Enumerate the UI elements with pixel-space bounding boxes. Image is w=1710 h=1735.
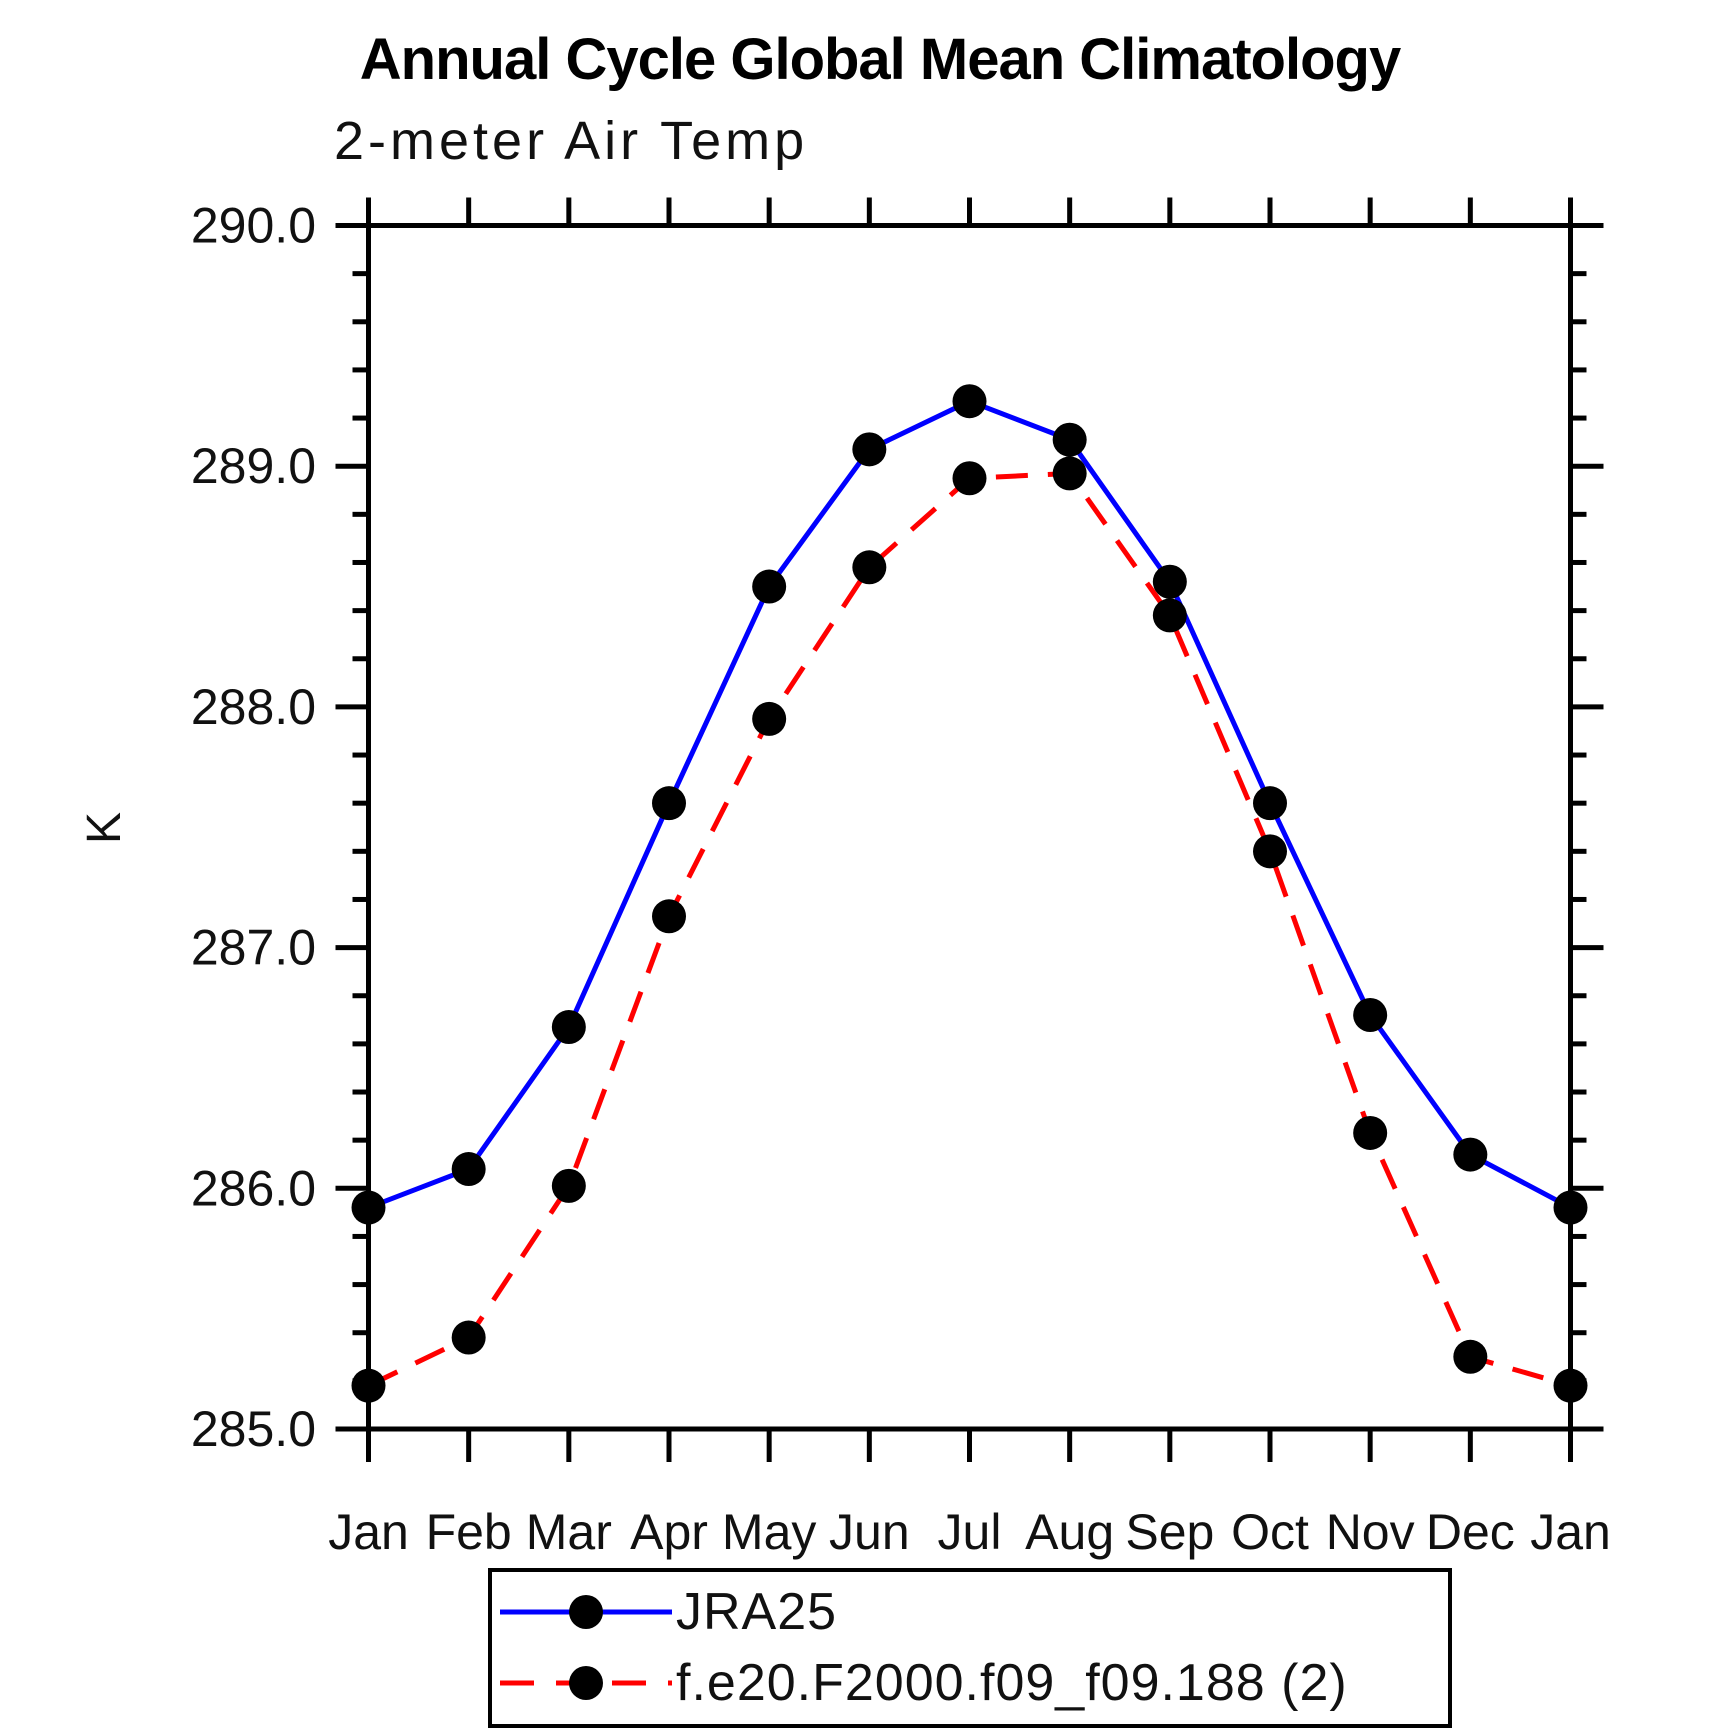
data-point-marker-series-1 — [451, 1320, 486, 1355]
data-point-marker-series-0 — [952, 384, 987, 419]
series-line-1 — [367, 470, 1572, 1389]
data-point-marker-series-1 — [652, 899, 686, 934]
data-point-marker-series-1 — [1152, 598, 1187, 633]
x-tick-label: Sep — [1125, 1504, 1214, 1560]
data-point-marker-series-0 — [351, 1190, 386, 1225]
x-tick-label: Aug — [1025, 1504, 1114, 1560]
data-point-marker-series-1 — [752, 701, 787, 736]
x-tick-label: May — [722, 1504, 816, 1560]
data-point-marker-series-0 — [1353, 997, 1388, 1032]
chart-title: Annual Cycle Global Mean Climatology — [359, 27, 1401, 92]
legend-label-jra25: JRA25 — [676, 1583, 838, 1641]
data-point-marker-series-0 — [1553, 1190, 1588, 1225]
y-axis-unit-label: K — [78, 812, 131, 844]
x-tick-label: Oct — [1231, 1504, 1309, 1560]
x-tick-label: Feb — [426, 1504, 512, 1560]
data-point-marker-series-0 — [752, 569, 787, 604]
data-point-marker-series-0 — [1052, 422, 1087, 457]
y-tick-label: 289.0 — [191, 438, 316, 494]
x-tick-label: Apr — [630, 1504, 708, 1560]
y-tick-label: 286.0 — [191, 1160, 316, 1216]
data-point-marker-series-1 — [551, 1168, 586, 1203]
x-tick-label: Jun — [829, 1504, 910, 1560]
x-tick-label: Dec — [1426, 1504, 1515, 1560]
y-tick-label: 285.0 — [191, 1401, 316, 1457]
y-tick-label: 288.0 — [191, 679, 316, 735]
data-point-marker-series-1 — [1553, 1368, 1588, 1403]
data-point-marker-series-1 — [1052, 456, 1087, 491]
data-point-marker-series-1 — [1353, 1115, 1388, 1150]
data-point-marker-series-1 — [351, 1368, 386, 1403]
legend-key-dashed-line — [500, 1666, 672, 1700]
data-point-marker-series-0 — [451, 1152, 486, 1187]
data-point-marker-series-1 — [1453, 1339, 1488, 1374]
x-tick-label: Jan — [328, 1504, 409, 1560]
data-point-marker-series-1 — [852, 550, 887, 585]
legend-key-solid-line — [500, 1595, 672, 1629]
data-point-marker-series-0 — [551, 1010, 586, 1045]
legend-label-model: f.e20.F2000.f09_f09.188 (2) — [676, 1654, 1348, 1712]
data-point-marker-series-1 — [952, 461, 987, 496]
y-tick-label: 290.0 — [191, 198, 316, 254]
data-point-marker-series-0 — [852, 432, 887, 467]
data-point-marker-series-0 — [652, 786, 686, 821]
data-point-marker-series-0 — [1453, 1137, 1488, 1172]
x-tick-label: Nov — [1326, 1504, 1415, 1560]
series-line-0 — [367, 398, 1572, 1210]
legend-item-model: f.e20.F2000.f09_f09.188 (2) — [496, 1654, 1348, 1712]
x-tick-label: Jan — [1530, 1504, 1611, 1560]
legend: JRA25 f.e20.F2000.f09_f09.188 (2) — [488, 1568, 1452, 1728]
x-tick-label: Jul — [938, 1504, 1002, 1560]
legend-item-jra25: JRA25 — [496, 1583, 838, 1641]
data-point-marker-series-0 — [1253, 786, 1287, 821]
data-point-marker-series-0 — [1152, 564, 1187, 599]
y-tick-label: 287.0 — [191, 920, 316, 976]
legend-marker-dot — [569, 1666, 603, 1700]
legend-marker-dot — [569, 1595, 603, 1629]
x-tick-label: Mar — [526, 1504, 612, 1560]
chart-subtitle: 2-meter Air Temp — [334, 111, 809, 171]
data-point-marker-series-1 — [1253, 834, 1287, 869]
